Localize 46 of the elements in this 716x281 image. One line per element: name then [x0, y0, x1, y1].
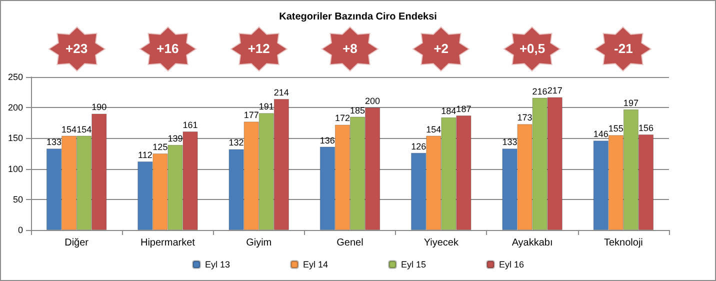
data-label: 187 [456, 104, 472, 114]
legend-label: Eyl 15 [401, 260, 426, 270]
y-tick-label: 50 [12, 194, 23, 204]
data-label: 125 [152, 142, 168, 152]
data-label: 184 [441, 106, 456, 116]
x-tick-label: Hipermarket [140, 238, 196, 248]
data-label: 214 [274, 88, 289, 98]
x-tick-label: Genel [336, 238, 364, 248]
x-tick-label: Teknoloji [604, 238, 643, 248]
data-label: 155 [608, 124, 624, 134]
data-label: 197 [623, 98, 638, 108]
data-label: 154 [76, 124, 92, 134]
data-label: 161 [182, 120, 198, 130]
y-tick-label: 250 [8, 72, 23, 82]
y-tick-label: 200 [8, 102, 23, 113]
data-label: 156 [638, 123, 654, 134]
chart-title: Kategoriler Bazında Ciro Endeksi [279, 12, 438, 22]
data-label: 154 [426, 124, 442, 134]
data-label: 200 [365, 96, 380, 106]
data-label: 217 [547, 86, 562, 96]
data-label: 216 [532, 86, 548, 96]
x-tick-label: Yiyecek [424, 238, 460, 248]
data-label: 173 [517, 112, 532, 123]
x-tick-label: Giyim [246, 238, 272, 248]
data-label: 133 [46, 137, 62, 148]
data-label: 139 [168, 133, 183, 144]
data-label: 112 [138, 150, 152, 160]
data-label: 126 [411, 141, 426, 152]
legend-label: Eyl 13 [204, 260, 230, 270]
data-label: 132 [228, 138, 244, 148]
data-label: 185 [350, 105, 366, 116]
y-tick-label: 150 [8, 133, 23, 144]
data-label: 154 [62, 124, 77, 134]
data-label: 133 [502, 137, 518, 148]
x-tick-label: Diğer [64, 238, 90, 248]
data-label: 172 [334, 113, 350, 124]
x-tick-label: Ayakkabı [512, 238, 553, 248]
data-label: 191 [258, 102, 274, 112]
legend-label: Eyl 14 [302, 260, 328, 270]
data-label: 146 [593, 129, 608, 140]
data-label: 136 [320, 135, 335, 146]
data-label: 177 [244, 110, 259, 120]
legend-label: Eyl 16 [499, 260, 524, 270]
data-label: 190 [92, 102, 107, 112]
y-tick-label: 0 [18, 225, 23, 235]
y-tick-label: 100 [8, 164, 23, 174]
